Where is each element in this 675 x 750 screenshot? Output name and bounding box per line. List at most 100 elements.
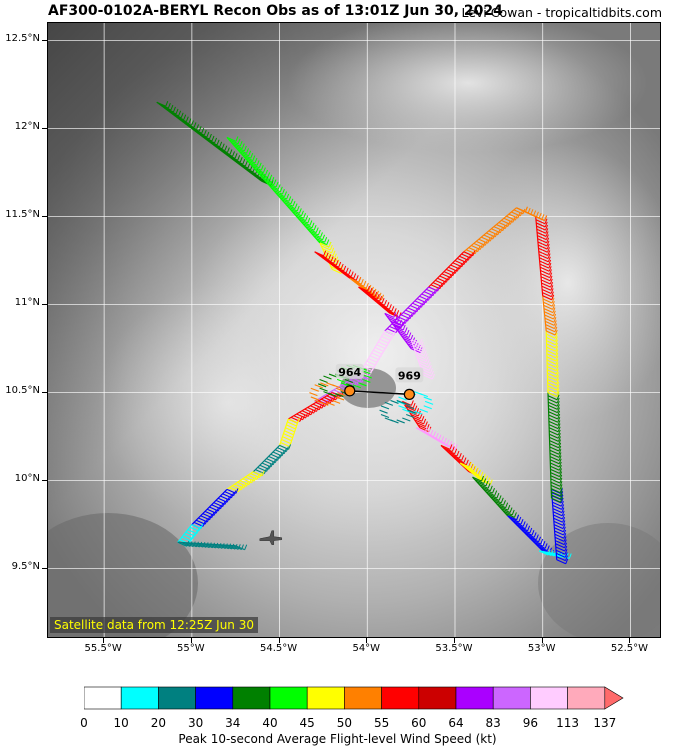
- center-track-line: [349, 390, 410, 396]
- wind-barb-flag: [393, 329, 397, 336]
- wind-barb: [379, 409, 388, 414]
- wind-barb-flag: [283, 448, 287, 454]
- wind-barb: [310, 387, 320, 392]
- wind-barb-flag: [363, 280, 367, 287]
- wind-barb: [349, 277, 359, 283]
- wind-barb-flag: [519, 210, 523, 217]
- wind-barb-flag: [274, 457, 278, 463]
- flight-segment: [410, 338, 435, 380]
- wind-barb: [241, 165, 251, 171]
- wind-barb-flag: [228, 494, 232, 501]
- wind-barb-flag: [557, 426, 561, 432]
- wind-barb-flag: [563, 529, 567, 536]
- lon-tick-mark: [541, 638, 543, 643]
- wind-barb-flag: [198, 126, 202, 132]
- aircraft-icon: [259, 530, 283, 545]
- wind-barb: [454, 458, 465, 464]
- wind-barb-flag: [456, 450, 460, 457]
- wind-barb: [241, 153, 251, 159]
- wind-barb: [538, 546, 548, 552]
- wind-barb-flag: [202, 521, 206, 527]
- wind-barb: [177, 117, 187, 123]
- wind-barb: [321, 256, 332, 262]
- colorbar-swatch: [344, 686, 382, 710]
- wind-barb: [169, 111, 179, 117]
- wind-barb: [344, 378, 354, 383]
- wind-barb-flag: [245, 481, 249, 487]
- wind-barb: [264, 180, 275, 186]
- wind-barb-flag: [560, 497, 564, 504]
- wind-barb: [481, 486, 491, 492]
- wind-barb: [542, 295, 552, 301]
- wind-barb: [541, 279, 551, 285]
- wind-barb-flag: [558, 439, 562, 445]
- wind-barb: [540, 273, 550, 279]
- wind-barb: [412, 345, 423, 351]
- wind-barb-flag: [406, 329, 410, 336]
- wind-barb-flag: [548, 269, 552, 275]
- colorbar-tick-label: 45: [299, 716, 315, 730]
- wind-barb: [307, 228, 317, 234]
- wind-barb-flag: [499, 227, 503, 233]
- wind-barb-flag: [277, 455, 281, 461]
- wind-barb-flag: [516, 514, 520, 520]
- lon-tick-label: 52.5°W: [610, 643, 648, 654]
- wind-barb: [553, 520, 564, 526]
- wind-barb-flag: [438, 434, 442, 440]
- wind-barb: [365, 292, 376, 298]
- wind-barb: [547, 398, 558, 404]
- wind-barb-flag: [556, 381, 560, 388]
- wind-barb-flag: [214, 137, 218, 144]
- wind-barb-flag: [423, 418, 427, 425]
- wind-barb-flag: [277, 184, 281, 190]
- wind-barb: [551, 552, 561, 558]
- wind-barb: [266, 182, 277, 188]
- wind-barb-flag: [386, 340, 390, 347]
- wind-barb-flag: [279, 453, 283, 459]
- wind-barb-flag: [546, 243, 550, 250]
- wind-barb: [545, 324, 555, 330]
- wind-barb-flag: [556, 378, 560, 384]
- wind-barb-flag: [549, 272, 553, 278]
- lon-tick-mark: [366, 638, 368, 643]
- wind-barb: [548, 411, 558, 417]
- map-panel[interactable]: 964 969: [47, 22, 661, 638]
- wind-barb: [357, 283, 367, 289]
- wind-barb-flag: [412, 402, 416, 409]
- wind-barb-flag: [550, 285, 554, 291]
- wind-barb: [541, 285, 552, 291]
- wind-barb-flag: [209, 514, 213, 520]
- wind-barb-flag: [350, 271, 354, 277]
- wind-barb-flag: [545, 231, 549, 237]
- wind-barb-flag: [290, 198, 294, 204]
- wind-barb: [187, 529, 198, 535]
- wind-barb-flag: [421, 344, 425, 350]
- wind-barb-flag: [565, 558, 569, 564]
- wind-barb-flag: [324, 237, 328, 243]
- wind-barb: [336, 268, 347, 274]
- wind-barb-flag: [552, 310, 556, 316]
- wind-barb-flag: [494, 490, 498, 496]
- wind-barb-flag: [487, 483, 491, 489]
- wind-barb: [478, 478, 489, 484]
- wind-barb-flag: [375, 360, 379, 366]
- wind-barb-flag: [414, 308, 418, 315]
- wind-barb-flag: [556, 404, 560, 410]
- wind-barb-flag: [244, 544, 248, 550]
- wind-barb: [258, 172, 268, 178]
- colorbar-tick-label: 40: [262, 716, 278, 730]
- wind-barb-flag: [559, 487, 563, 493]
- wind-barb-flag: [302, 414, 306, 420]
- wind-barb-flag: [535, 534, 539, 540]
- wind-barb-flag: [553, 320, 557, 326]
- wind-barb-flag: [507, 221, 511, 227]
- wind-barb: [471, 472, 482, 478]
- wind-barb: [541, 288, 552, 294]
- wind-barb-flag: [239, 157, 243, 163]
- wind-barb: [366, 360, 376, 366]
- wind-barb: [555, 549, 566, 555]
- wind-barb-flag: [279, 186, 283, 192]
- wind-barb-flag: [552, 307, 556, 313]
- wind-barb-flag: [261, 470, 265, 476]
- wind-barb-flag: [555, 355, 559, 362]
